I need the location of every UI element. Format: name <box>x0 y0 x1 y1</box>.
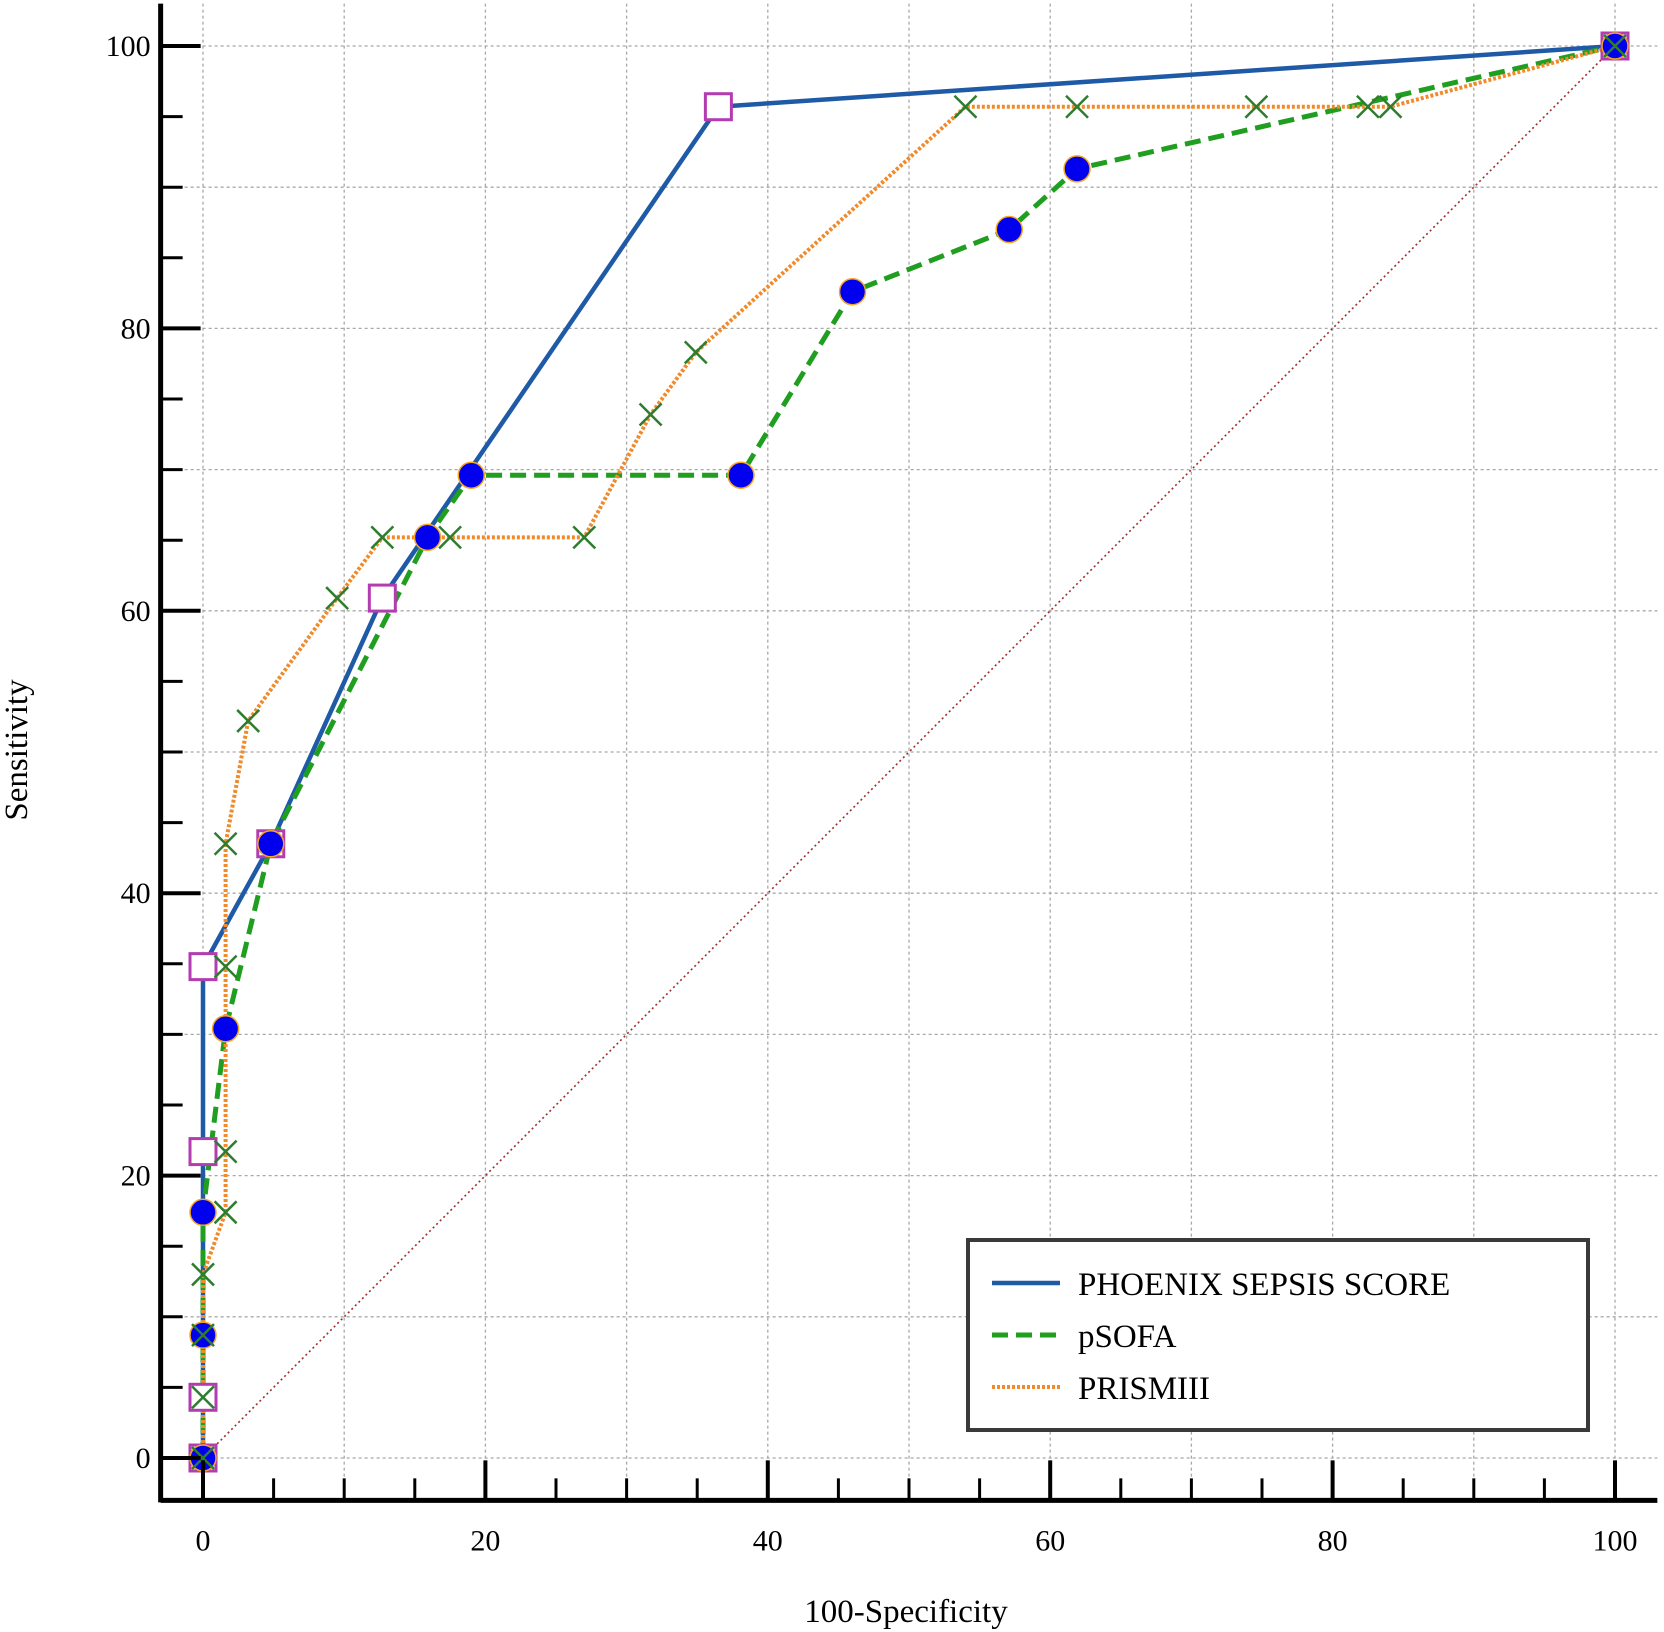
legend-label-0: PHOENIX SEPSIS SCORE <box>1078 1267 1450 1303</box>
y-tick-label: 80 <box>121 312 151 345</box>
series-markers <box>188 31 1630 1473</box>
data-point-series-2 <box>638 402 663 427</box>
data-point-series-2 <box>572 525 597 550</box>
tick-labels: 0 20 40 60 80 100 0 20 40 60 80 100 <box>106 30 1638 1557</box>
data-point-series-2 <box>191 1262 215 1287</box>
data-point-series-1 <box>257 830 285 858</box>
data-point-series-2 <box>953 94 978 119</box>
data-point-series-1 <box>211 1015 240 1043</box>
data-point-series-2 <box>1356 94 1380 119</box>
data-point-series-2 <box>236 709 261 733</box>
x-tick-label: 100 <box>1593 1524 1638 1557</box>
data-point-series-0 <box>188 952 218 982</box>
x-axis-title: 100-Specificity <box>804 1594 1008 1630</box>
legend-label-1: pSOFA <box>1078 1319 1177 1355</box>
data-point-series-2 <box>213 831 238 856</box>
y-axis-title: Sensitivity <box>0 679 35 821</box>
x-tick-label: 0 <box>196 1524 211 1557</box>
data-point-series-2 <box>683 340 708 365</box>
data-point-series-1 <box>727 461 755 489</box>
data-point-series-2 <box>213 954 238 979</box>
x-tick-label: 80 <box>1318 1524 1348 1557</box>
data-point-series-2 <box>191 1323 215 1348</box>
data-point-series-0 <box>367 583 397 613</box>
data-point-series-1 <box>1063 155 1091 183</box>
data-point-series-0 <box>188 1137 218 1167</box>
data-point-series-2 <box>1065 94 1089 119</box>
y-tick-label: 20 <box>121 1160 151 1193</box>
legend-label-2: PRISMIII <box>1078 1371 1210 1407</box>
x-tick-label: 20 <box>470 1524 500 1557</box>
data-point-series-1 <box>995 215 1024 244</box>
data-point-series-1 <box>838 277 867 306</box>
y-tick-label: 40 <box>121 877 151 910</box>
y-tick-label: 60 <box>121 595 151 628</box>
data-point-series-2 <box>191 1446 215 1470</box>
data-point-series-2 <box>370 525 395 550</box>
data-point-series-2 <box>438 525 462 550</box>
data-point-series-1 <box>457 461 486 489</box>
data-point-series-0 <box>703 92 733 122</box>
data-point-series-2 <box>191 1385 215 1410</box>
series-line-1 <box>200 43 1616 1458</box>
data-point-series-2 <box>1378 94 1403 119</box>
data-point-series-2 <box>213 1200 238 1225</box>
data-point-series-2 <box>213 1139 238 1164</box>
data-point-series-2 <box>1244 94 1269 119</box>
data-point-series-1 <box>413 523 442 552</box>
y-tick-label: 0 <box>136 1442 151 1475</box>
x-tick-label: 40 <box>753 1524 783 1557</box>
y-tick-label: 100 <box>106 30 151 63</box>
x-tick-label: 60 <box>1035 1524 1065 1557</box>
legend: PHOENIX SEPSIS SCORE pSOFA PRISMIII <box>966 1238 1590 1432</box>
data-point-series-2 <box>325 586 350 610</box>
data-point-series-2 <box>1603 34 1627 58</box>
axes <box>158 3 1658 1503</box>
legend-box <box>966 1238 1590 1432</box>
data-point-series-1 <box>189 1198 217 1227</box>
